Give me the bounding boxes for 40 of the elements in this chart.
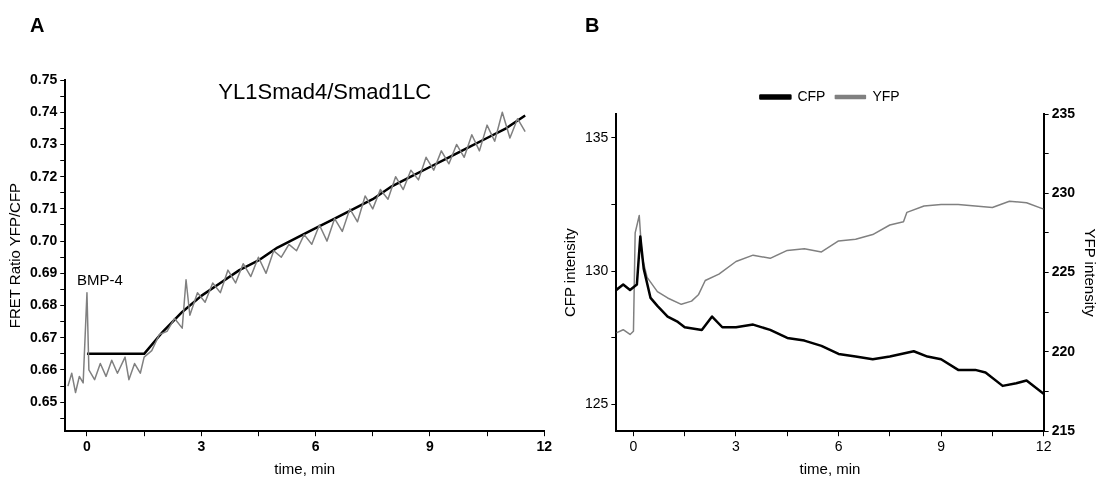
x-tick-label: 0: [83, 438, 92, 455]
y-tick-label: 0.72: [30, 167, 58, 184]
legend-label: CFP: [797, 87, 826, 104]
y2-tick-label: 235: [1051, 104, 1076, 121]
y-axis-title: CFP intensity: [561, 227, 579, 318]
y-tick-label: 0.74: [30, 103, 58, 120]
x-tick-label: 6: [834, 438, 843, 455]
y-tick-label: 135: [585, 128, 609, 145]
x-axis-title: time, min: [799, 460, 861, 478]
y-tick-label: 130: [585, 262, 609, 279]
y2-tick-label: 215: [1051, 422, 1076, 439]
x-tick-label: 9: [937, 438, 946, 455]
x-tick-label: 12: [1035, 438, 1052, 455]
legend-label: YFP: [872, 87, 900, 104]
y-tick-label: 0.71: [30, 199, 58, 216]
x-tick-label: 12: [536, 438, 553, 455]
x-tick-label: 3: [197, 438, 206, 455]
text: A: [30, 14, 45, 37]
y2-tick-label: 225: [1051, 263, 1076, 280]
y-tick-label: 0.67: [30, 328, 58, 345]
x-tick-label: 6: [311, 438, 320, 455]
annotation: BMP-4: [76, 271, 123, 289]
text: B: [585, 14, 600, 37]
x-tick-label: 3: [732, 438, 741, 455]
y-tick-label: 0.73: [30, 135, 58, 152]
x-tick-label: 0: [629, 438, 638, 455]
y-tick-label: 0.75: [30, 70, 58, 87]
y-tick-label: 0.66: [30, 360, 58, 377]
x-tick-label: 9: [426, 438, 434, 455]
y2-tick-label: 220: [1051, 342, 1076, 359]
y-axis-title: FRET Ratio YFP/CFP: [6, 182, 24, 329]
y-tick-label: 0.69: [30, 264, 58, 281]
x-axis-title: time, min: [274, 460, 336, 478]
y-tick-label: 125: [585, 395, 609, 412]
y2-tick-label: 230: [1051, 184, 1076, 201]
y-tick-label: 0.68: [30, 296, 58, 313]
y-tick-label: 0.70: [30, 231, 58, 248]
y2-axis-title: YFP intensity: [1081, 228, 1099, 318]
chart-title: YL1Smad4/Smad1LC: [218, 79, 432, 105]
y-tick-label: 0.65: [30, 393, 58, 410]
